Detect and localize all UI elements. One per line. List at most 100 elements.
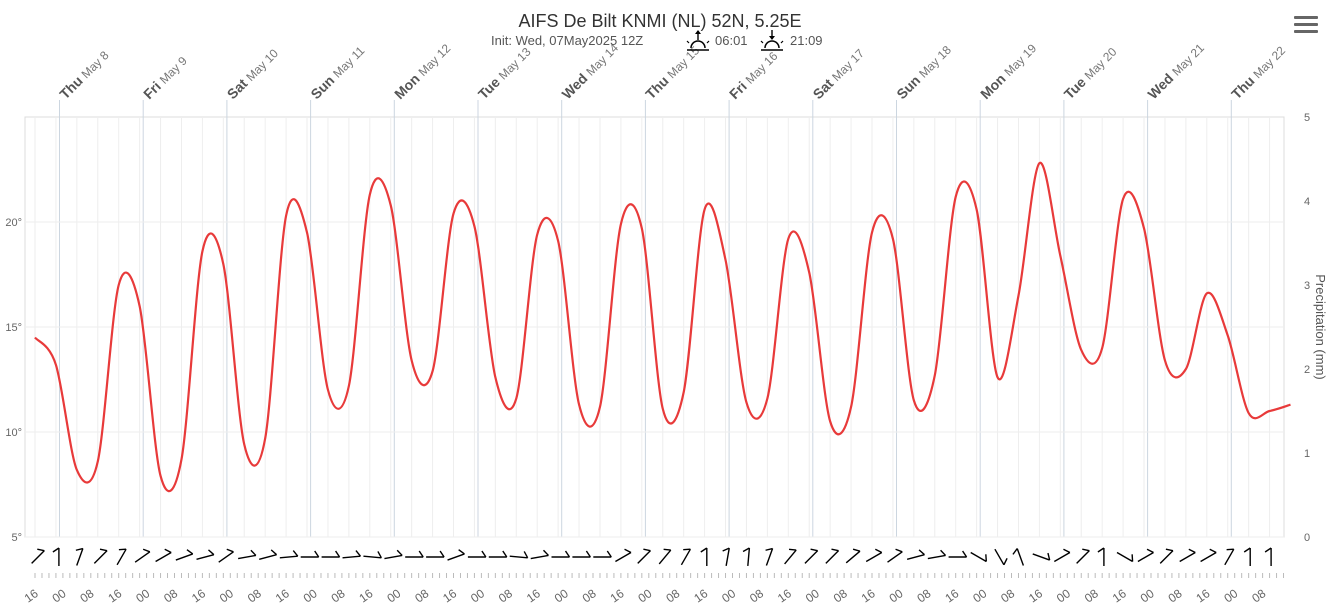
wind-barb-feather: [875, 548, 883, 554]
grid: [24, 100, 1285, 538]
wind-barb: [467, 550, 487, 558]
wind-barb-feather: [1226, 548, 1234, 551]
wind-barb-feather: [396, 549, 403, 556]
hour-label: 08: [412, 586, 431, 605]
hour-label: 00: [552, 586, 571, 605]
hour-label: 08: [77, 586, 96, 605]
wind-barb: [52, 547, 60, 566]
wind-barb: [825, 548, 840, 564]
hour-label: 00: [970, 586, 989, 605]
wind-barb: [680, 548, 692, 566]
wind-barb-shaft: [342, 555, 361, 559]
wind-barb-shaft: [637, 550, 651, 564]
left-axis-tick-label: 10°: [5, 427, 22, 439]
left-axis-tick-label: 20°: [5, 217, 22, 229]
wind-barb-shaft: [259, 553, 277, 561]
wind-barb-feather: [1188, 548, 1196, 554]
wind-barb-feather: [1012, 548, 1018, 555]
wind-barb: [31, 548, 45, 564]
wind-barb-feather: [1063, 548, 1071, 554]
wind-barb-shaft: [93, 550, 108, 564]
wind-barb-feather: [1047, 552, 1051, 561]
wind-barb-feather: [624, 548, 632, 554]
wind-barb-feather: [439, 550, 445, 558]
wind-barb: [1012, 548, 1025, 566]
init-label: Init: Wed, 07May2025 12Z: [491, 33, 643, 48]
right-axis-tick-label: 2: [1304, 364, 1310, 376]
wind-barb-feather: [1003, 558, 1008, 566]
wind-barb: [970, 551, 987, 563]
wind-barb-shaft: [804, 550, 819, 564]
wind-barb-shaft: [1159, 550, 1174, 564]
wind-barb: [927, 549, 947, 560]
wind-barb-feather: [542, 549, 549, 556]
hour-label: 00: [1054, 586, 1073, 605]
wind-barb-shaft: [615, 551, 632, 563]
hour-label: 08: [1249, 586, 1268, 605]
wind-barb: [994, 548, 1008, 566]
wind-barb-shaft: [994, 548, 1005, 566]
hour-label: 16: [440, 586, 459, 605]
wind-barb-feather: [1243, 547, 1251, 553]
wind-barb-feather: [940, 549, 947, 556]
hour-label: 00: [133, 586, 152, 605]
wind-barb-shaft: [1224, 548, 1235, 566]
hour-label: 08: [998, 586, 1017, 605]
wind-barb-feather: [564, 550, 571, 558]
hour-label: 08: [663, 586, 682, 605]
wind-barb: [742, 547, 751, 567]
chart-menu-button[interactable]: [1294, 16, 1318, 36]
wind-barb: [405, 550, 424, 558]
wind-barb-feather: [37, 548, 45, 552]
wind-barb-feather: [643, 548, 651, 552]
wind-barb: [1053, 548, 1071, 563]
hour-label: 00: [1221, 586, 1240, 605]
hour-label: 00: [217, 586, 236, 605]
wind-barb-shaft: [196, 553, 215, 561]
wind-barb: [238, 549, 257, 560]
wind-barb: [175, 549, 194, 561]
wind-barb-feather: [852, 548, 861, 552]
day-label: Sat May 10: [224, 45, 282, 103]
wind-barb: [765, 547, 774, 566]
wind-barb: [218, 548, 234, 563]
wind-barb: [279, 550, 299, 559]
hour-label: 00: [803, 586, 822, 605]
hour-label: 08: [831, 586, 850, 605]
wind-barb: [1076, 548, 1090, 564]
hour-label: 08: [914, 586, 933, 605]
wind-barbs: [31, 547, 1285, 578]
hour-label: 16: [775, 586, 794, 605]
wind-barb-feather: [683, 548, 691, 551]
hour-label: 16: [691, 586, 710, 605]
sunrise-time: 06:01: [715, 33, 748, 48]
wind-barb-shaft: [1179, 551, 1196, 563]
day-label: Thu May 8: [56, 47, 112, 103]
wind-barb-shaft: [155, 551, 172, 563]
wind-barb-feather: [1209, 548, 1217, 554]
wind-barb-feather: [226, 548, 234, 553]
hour-label: 16: [105, 586, 124, 605]
wind-barb-feather: [1082, 548, 1090, 552]
right-axis-label: Precipitation (mm): [1313, 274, 1328, 379]
wind-barb-feather: [585, 550, 591, 558]
wind-barb: [948, 550, 968, 558]
wind-barb: [1264, 547, 1272, 566]
wind-barb-feather: [663, 548, 671, 551]
wind-barb-shaft: [1137, 551, 1154, 563]
sunrise-icon: [686, 30, 710, 51]
day-label: Wed May 21: [1144, 39, 1207, 102]
wind-barb-shaft: [1053, 551, 1071, 563]
wind-barb: [1097, 547, 1105, 566]
wind-barb-feather: [810, 548, 818, 552]
wind-barb-feather: [186, 549, 194, 555]
wind-barb: [658, 548, 672, 565]
wind-barb-feather: [1097, 547, 1105, 553]
hour-label: 16: [1193, 586, 1212, 605]
wind-barb-shaft: [218, 551, 234, 563]
wind-barb: [615, 548, 632, 563]
wind-barb-shaft: [865, 551, 883, 563]
wind-barb: [196, 549, 215, 561]
hour-label: 00: [301, 586, 320, 605]
hour-label: 00: [887, 586, 906, 605]
